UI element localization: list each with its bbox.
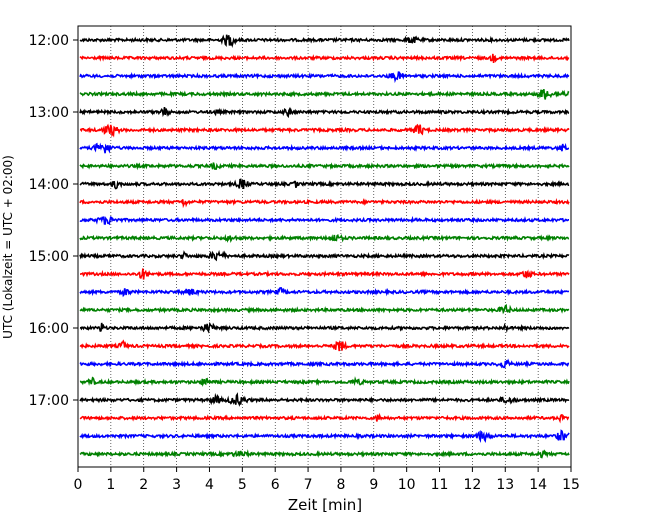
- trace-1730: [79, 429, 570, 444]
- x-tick-label: 3: [172, 477, 181, 493]
- x-tick-label: 1: [106, 477, 115, 493]
- trace-1630: [79, 358, 570, 369]
- trace-1330: [79, 142, 569, 154]
- x-tick-label: 0: [74, 477, 83, 493]
- trace-1530: [79, 287, 570, 298]
- trace-1600: [79, 321, 570, 334]
- trace-1230: [79, 71, 570, 84]
- y-tick-label: 12:00: [29, 33, 69, 49]
- x-tick-label: 5: [238, 477, 247, 493]
- y-tick-label: 14:00: [29, 177, 69, 193]
- trace-1445: [79, 233, 570, 244]
- trace-1700: [79, 392, 570, 407]
- x-tick-label: 7: [304, 477, 313, 493]
- trace-1345: [79, 161, 570, 171]
- x-tick-label: 14: [529, 477, 547, 493]
- trace-1215: [79, 53, 570, 63]
- trace-1200: [79, 34, 570, 48]
- x-tick-label: 8: [336, 477, 345, 493]
- trace-1400: [79, 178, 570, 190]
- x-tick-label: 6: [271, 477, 280, 493]
- trace-1300: [79, 106, 570, 119]
- y-tick-label: 15:00: [29, 249, 69, 265]
- y-tick-label: 17:00: [29, 393, 69, 409]
- x-tick-label: 11: [431, 477, 449, 493]
- y-axis-ticks: 12:00 13:00 14:00 15:00 16:00 17:00: [29, 33, 78, 409]
- trace-1415: [79, 197, 570, 209]
- trace-1430: [79, 215, 569, 226]
- trace-1500: [79, 249, 570, 262]
- trace-1615: [79, 339, 570, 352]
- x-tick-label: 9: [369, 477, 378, 493]
- trace-1545: [79, 303, 570, 315]
- trace-1515: [80, 268, 570, 280]
- x-tick-label: 10: [398, 477, 416, 493]
- trace-1245: [79, 89, 570, 100]
- x-axis-label: Zeit [min]: [288, 496, 362, 514]
- x-tick-label: 12: [463, 477, 481, 493]
- trace-1315: [79, 123, 570, 138]
- x-tick-label: 13: [496, 477, 514, 493]
- x-axis-ticks: 0 1 2 3 4 5 6 7 8 9 10 11 12 13 14 15: [74, 467, 580, 493]
- y-tick-label: 13:00: [29, 105, 69, 121]
- trace-1745: [79, 449, 570, 459]
- x-tick-label: 2: [139, 477, 148, 493]
- trace-1715: [79, 412, 570, 424]
- trace-1645: [79, 376, 570, 388]
- y-axis-label: UTC (Lokalzeit = UTC + 02:00): [1, 155, 15, 339]
- plot-frame: [77, 25, 572, 468]
- y-tick-label: 16:00: [29, 321, 69, 337]
- x-tick-label: 4: [205, 477, 214, 493]
- x-tick-label: 15: [562, 477, 580, 493]
- seismic-traces: [79, 34, 570, 459]
